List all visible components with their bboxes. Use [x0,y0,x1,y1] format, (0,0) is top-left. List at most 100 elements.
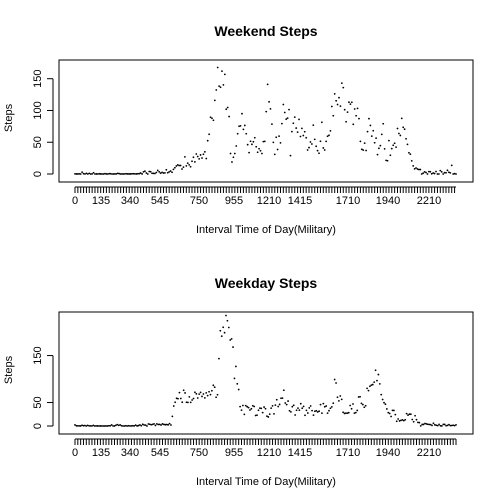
data-point [178,164,181,167]
data-point [195,153,198,155]
data-point [176,164,179,166]
data-point [319,403,322,406]
data-point [415,418,418,421]
data-point [208,390,210,393]
data-point [339,395,342,397]
data-point [105,173,108,175]
data-point [303,130,306,133]
data-point [192,156,195,159]
data-point [279,141,282,144]
data-point [389,154,392,157]
data-point [278,403,281,406]
data-point [368,117,370,120]
data-point [288,409,291,412]
data-point [247,406,250,409]
data-point [253,405,256,408]
plot-frame [58,59,474,183]
data-point [124,172,126,175]
data-point [164,171,166,174]
data-point [74,172,76,175]
data-point [267,416,270,418]
data-point [293,116,296,119]
data-point [126,425,129,427]
data-point [305,409,308,412]
data-point [346,111,349,114]
data-point [120,424,123,427]
data-point [398,420,401,422]
data-point [399,134,402,137]
data-point [405,137,407,140]
data-point [273,153,276,156]
data-point [99,173,102,175]
data-point [363,142,366,145]
data-point [158,423,161,426]
data-point [221,70,223,73]
data-point [360,402,363,405]
data-point [371,383,374,386]
data-point [102,425,105,427]
data-point [147,423,150,425]
data-point [414,414,416,417]
data-point [359,140,362,143]
data-point [427,170,430,173]
data-point [306,149,309,151]
data-point [450,164,453,167]
data-point [210,389,213,392]
data-point [94,173,96,175]
data-point [233,377,236,380]
data-point [171,171,173,174]
data-point [115,424,117,427]
data-point [438,423,440,426]
x-tick-label: 1415 [288,447,312,459]
data-point [342,86,345,89]
data-point [452,424,455,427]
data-point [413,167,416,170]
data-point [139,423,141,426]
data-point [420,173,423,175]
data-point [360,148,363,151]
data-point [112,425,114,427]
data-point [313,410,316,413]
data-point [266,83,269,86]
x-tick-label: 955 [225,447,243,459]
data-point [440,425,443,427]
data-point [154,424,157,427]
data-point [235,145,238,147]
data-point [316,149,319,152]
data-point [308,407,311,409]
data-point [129,425,131,427]
data-point [201,395,203,398]
data-point [349,103,352,106]
data-point [215,396,218,399]
data-point [445,424,448,427]
data-point [401,419,404,421]
data-point [236,382,239,385]
data-point [370,384,373,387]
data-point [323,405,326,408]
data-point [455,423,457,426]
data-point [206,394,209,397]
data-point [311,409,313,412]
data-point [84,173,86,175]
data-point [276,148,279,151]
data-point [430,172,433,175]
data-point [174,401,177,404]
data-point [313,138,316,141]
x-tick-label: 1210 [257,195,281,207]
data-point [271,123,273,126]
data-point [143,424,146,426]
data-point [406,143,409,146]
data-point [390,147,393,150]
data-point [105,425,107,427]
data-point [270,407,273,410]
data-point [162,172,165,174]
data-point [152,172,155,175]
data-point [148,423,151,426]
data-point [335,382,337,384]
data-point [164,423,167,426]
data-point [177,397,179,400]
data-point [350,101,353,104]
data-point [202,153,205,156]
data-point [304,414,306,417]
data-point [283,111,286,114]
